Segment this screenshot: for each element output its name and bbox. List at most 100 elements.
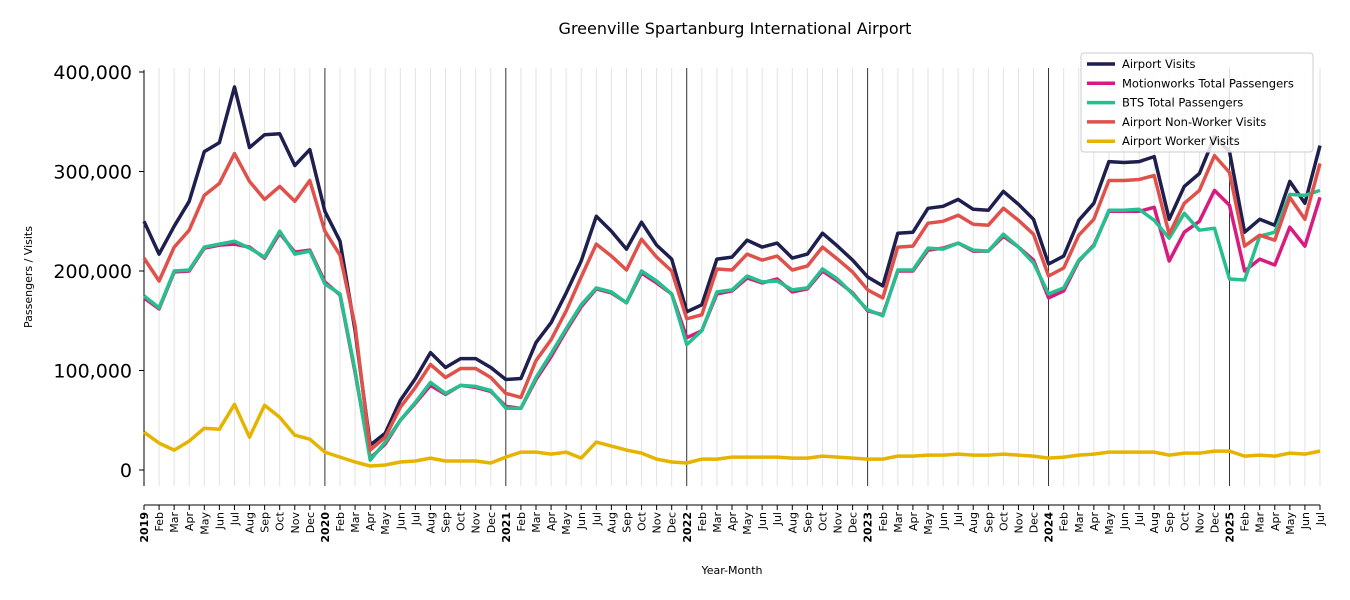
x-tick-label: Dec xyxy=(666,512,679,533)
legend-box xyxy=(1080,52,1314,153)
x-tick-label: Feb xyxy=(877,512,890,531)
x-tick-label: Mar xyxy=(1073,512,1086,533)
x-tick-label: Dec xyxy=(1028,512,1041,533)
x-tick-label: Jul xyxy=(952,512,965,526)
x-tick-label: 2024 xyxy=(1043,512,1056,543)
x-tick-label: Nov xyxy=(651,512,664,534)
x-tick-label: Feb xyxy=(153,512,166,531)
x-tick-label: Dec xyxy=(1208,512,1221,533)
x-tick-label: Mar xyxy=(349,512,362,533)
y-tick-label: 0 xyxy=(120,460,132,482)
x-tick-label: Apr xyxy=(183,512,196,532)
x-tick-label: Sep xyxy=(620,512,633,533)
x-tick-label: Aug xyxy=(244,512,257,533)
x-tick-label: Oct xyxy=(997,511,1010,531)
x-tick-label: Oct xyxy=(455,511,468,531)
x-tick-label: Nov xyxy=(1012,512,1025,534)
legend-label: BTS Total Passengers xyxy=(1122,96,1243,110)
x-tick-label: Feb xyxy=(696,512,709,531)
x-tick-label: Aug xyxy=(424,512,437,533)
x-tick-label: 2021 xyxy=(500,512,513,543)
x-tick-label: May xyxy=(379,512,392,535)
y-tick-label: 200,000 xyxy=(53,261,132,283)
x-tick-label: Jul xyxy=(228,512,241,526)
x-tick-label: Apr xyxy=(726,512,739,532)
x-tick-label: May xyxy=(741,512,754,535)
x-tick-label: May xyxy=(198,512,211,535)
series-line-airport-visits xyxy=(142,85,1322,447)
x-tick-label: Mar xyxy=(168,512,181,533)
x-tick-label: Sep xyxy=(982,512,995,533)
x-tick-label: 2019 xyxy=(138,512,151,543)
x-tick-label: Oct xyxy=(1178,511,1191,531)
x-tick-label: Oct xyxy=(274,511,287,531)
x-tick-label: Nov xyxy=(470,512,483,534)
x-tick-label: Dec xyxy=(847,512,860,533)
axes: 2019 Feb Mar Apr May Jun Jul Aug Sep Oct Nov Dec 202… xyxy=(53,62,1327,543)
x-axis-label: Year-Month xyxy=(700,564,762,577)
x-tick-label: Apr xyxy=(907,512,920,532)
x-tick-label: Apr xyxy=(364,512,377,532)
x-tick-label: Jul xyxy=(1314,512,1327,526)
legend-label: Airport Visits xyxy=(1122,57,1196,71)
x-tick-label: May xyxy=(1103,512,1116,535)
x-tick-label: Apr xyxy=(1088,512,1101,532)
x-tick-label: Apr xyxy=(1269,512,1282,532)
x-tick-label: 2025 xyxy=(1224,512,1237,543)
x-tick-label: Aug xyxy=(967,512,980,533)
x-tick-label: Nov xyxy=(289,512,302,534)
x-tick-label: Jun xyxy=(1299,512,1312,530)
x-tick-label: Jul xyxy=(1133,512,1146,526)
x-tick-label: Sep xyxy=(1163,512,1176,533)
x-tick-label: Aug xyxy=(786,512,799,533)
y-tick-label: 400,000 xyxy=(53,62,132,84)
x-tick-label: Jul xyxy=(590,512,603,526)
legend-label: Airport Worker Visits xyxy=(1122,134,1240,148)
series-line-bts-total-passengers xyxy=(142,188,1321,462)
x-tick-label: Jun xyxy=(575,512,588,530)
x-tick-label: Oct xyxy=(636,511,649,531)
x-tick-label: Aug xyxy=(605,512,618,533)
series-lines xyxy=(142,85,1322,468)
y-tick-label: 100,000 xyxy=(53,361,132,383)
x-tick-label: Mar xyxy=(530,512,543,533)
x-tick-label: Dec xyxy=(485,512,498,533)
legend: Airport Visits Motionworks Total Passenge… xyxy=(1080,52,1314,153)
x-tick-label: 2022 xyxy=(681,512,694,543)
x-tick-label: Feb xyxy=(515,512,528,531)
x-tick-label: Feb xyxy=(1239,512,1252,531)
series-line-airport-non-worker-visits xyxy=(142,151,1322,452)
legend-label: Airport Non-Worker Visits xyxy=(1122,115,1266,129)
x-tick-label: Jun xyxy=(756,512,769,530)
x-tick-label: Aug xyxy=(1148,512,1161,533)
x-tick-label: Jun xyxy=(394,512,407,530)
x-tick-label: May xyxy=(922,512,935,535)
x-tick-label: Feb xyxy=(334,512,347,531)
x-tick-label: Jun xyxy=(937,512,950,530)
x-tick-label: May xyxy=(1284,512,1297,535)
x-tick-label: Jul xyxy=(409,512,422,526)
x-tick-label: Nov xyxy=(1193,512,1206,534)
x-tick-label: Feb xyxy=(1058,512,1071,531)
x-tick-label: Jul xyxy=(771,512,784,526)
x-tick-label: Nov xyxy=(832,512,845,534)
x-tick-label: Sep xyxy=(440,512,453,533)
x-tick-label: Jun xyxy=(213,512,226,530)
x-tick-label: May xyxy=(560,512,573,535)
x-tick-label: Apr xyxy=(545,512,558,532)
x-tick-label: Mar xyxy=(711,512,724,533)
series-line-airport-worker-visits xyxy=(142,402,1321,468)
chart-title: Greenville Spartanburg International Air… xyxy=(559,19,912,38)
x-tick-label: Mar xyxy=(892,512,905,533)
x-tick-label: Sep xyxy=(801,512,814,533)
legend-label: Motionworks Total Passengers xyxy=(1122,76,1294,90)
x-tick-label: 2023 xyxy=(862,512,875,543)
x-tick-label: Mar xyxy=(1254,512,1267,533)
x-tick-label: Dec xyxy=(304,512,317,533)
x-tick-label: Oct xyxy=(816,511,829,531)
x-tick-label: Jun xyxy=(1118,512,1131,530)
y-tick-label: 300,000 xyxy=(53,162,132,184)
x-tick-label: Sep xyxy=(259,512,272,533)
y-axis-label: Passengers / Visits xyxy=(22,226,35,328)
